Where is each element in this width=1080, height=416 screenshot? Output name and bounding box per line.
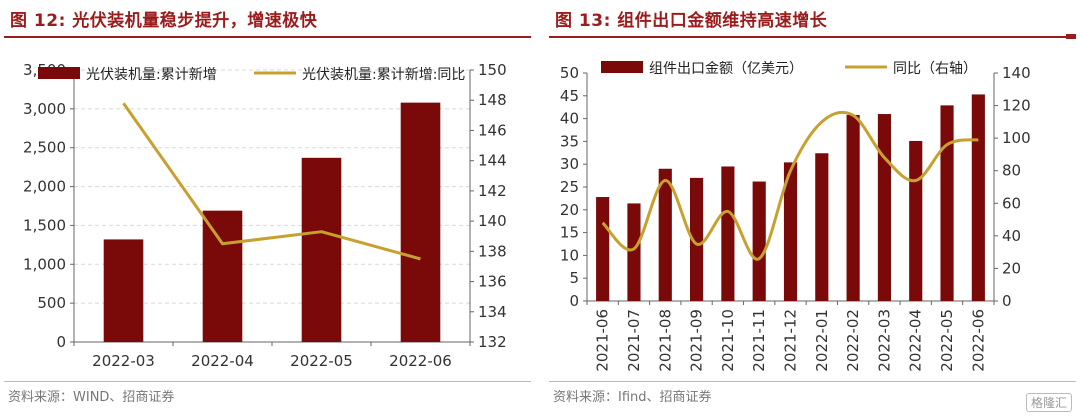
left-y2-tick-label: 140 — [478, 212, 507, 230]
right-x-tick-label: 2021-09 — [688, 309, 706, 372]
right-y-tick-label: 0 — [569, 292, 579, 310]
right-x-tick-label: 2022-03 — [875, 309, 893, 372]
left-x-tick-label: 2022-04 — [191, 352, 254, 370]
left-y2-tick-label: 148 — [478, 91, 507, 109]
left-bar — [202, 210, 243, 342]
right-x-tick-label: 2021-11 — [750, 309, 768, 372]
right-legend-line-label: 同比（右轴） — [893, 61, 977, 77]
right-y-tick-label: 40 — [560, 110, 579, 128]
right-x-tick-label: 2022-06 — [969, 309, 987, 372]
right-title-rule-end — [1066, 34, 1076, 39]
right-y2-tick-label: 40 — [1002, 227, 1021, 245]
right-bar — [721, 166, 735, 301]
left-y2-tick-label: 136 — [478, 273, 507, 291]
right-bar — [909, 140, 923, 301]
left-y2-tick-label: 150 — [478, 61, 507, 79]
left-bar — [301, 157, 342, 342]
left-y-tick-label: 2,000 — [23, 178, 66, 196]
right-x-tick-label: 2022-02 — [844, 309, 862, 372]
right-bar — [940, 105, 954, 301]
left-legend-bar-label: 光伏装机量:累计新增 — [86, 67, 217, 83]
left-y2-tick-label: 132 — [478, 333, 507, 351]
right-y-tick-label: 45 — [560, 87, 579, 105]
right-y-tick-label: 50 — [560, 64, 579, 82]
left-x-tick-label: 2022-05 — [290, 352, 353, 370]
right-chart-title: 图 13: 组件出口金额维持高速增长 — [555, 11, 828, 31]
left-y2-tick-label: 146 — [478, 121, 507, 139]
left-y2-tick-label: 142 — [478, 182, 507, 200]
right-y2-tick-label: 0 — [1002, 292, 1012, 310]
left-bar — [400, 102, 441, 342]
right-chart: 0 5 10 15 20 25 30 35 40 45 50 0 20 40 60 80 100 120 140 20… — [560, 61, 1031, 372]
right-x-tick-label: 2021-06 — [594, 309, 612, 372]
left-bottom-rule — [4, 381, 531, 382]
right-x-tick-label: 2022-04 — [907, 309, 925, 372]
left-y2-tick-label: 134 — [478, 303, 507, 321]
right-source-note: 资料来源：Ifind、招商证券 — [553, 390, 712, 405]
left-x-tick-label: 2022-06 — [389, 352, 452, 370]
right-x-tick-label: 2022-01 — [813, 309, 831, 372]
left-title-rule — [4, 36, 531, 38]
right-x-tick-label: 2021-07 — [625, 309, 643, 372]
left-chart-panel: 图 12: 光伏装机量稳步提升，增速极快 0 500 1,000 1,500 2,000… — [4, 0, 531, 416]
left-bar — [103, 239, 144, 342]
right-y2-tick-label: 140 — [1002, 64, 1031, 82]
left-legend-bar-swatch — [38, 67, 80, 79]
right-chart-panel: 图 13: 组件出口金额维持高速增长 0 5 10 15 20 25 30 35 40 45 50 0… — [549, 0, 1076, 416]
left-y2-tick-label: 144 — [478, 152, 507, 170]
right-y-tick-label: 20 — [560, 201, 579, 219]
right-bar — [971, 94, 985, 301]
right-bar — [658, 168, 672, 301]
left-y-tick-label: 1,500 — [23, 216, 66, 234]
right-y2-tick-label: 80 — [1002, 162, 1021, 180]
right-y2-tick-label: 120 — [1002, 97, 1031, 115]
right-y-tick-label: 25 — [560, 178, 579, 196]
left-y2-tick-label: 138 — [478, 242, 507, 260]
right-bottom-rule — [549, 381, 1076, 382]
left-chart: 05001,0001,5002,0002,5003,0003,500132134… — [23, 61, 507, 370]
right-y-tick-label: 30 — [560, 155, 579, 173]
right-bar — [815, 153, 829, 301]
right-x-tick-label: 2021-08 — [656, 309, 674, 372]
watermark-logo: 格隆汇 — [1025, 393, 1072, 412]
left-y-tick-label: 3,000 — [23, 100, 66, 118]
left-y-tick-label: 1,000 — [23, 255, 66, 273]
right-bar — [752, 181, 766, 301]
right-x-tick-label: 2022-05 — [938, 309, 956, 372]
right-y-tick-label: 35 — [560, 132, 579, 150]
right-y2-tick-label: 60 — [1002, 194, 1021, 212]
left-y-tick-label: 2,500 — [23, 139, 66, 157]
right-title-rule — [549, 36, 1076, 38]
right-bar — [596, 197, 610, 301]
left-legend-line-label: 光伏装机量:累计新增:同比 — [302, 67, 465, 83]
right-y-tick-label: 10 — [560, 246, 579, 264]
right-y-tick-label: 5 — [569, 269, 579, 287]
left-line-series — [122, 102, 421, 261]
left-y-tick-label: 0 — [56, 333, 66, 351]
right-line-series — [601, 110, 979, 261]
right-legend-bar-swatch — [601, 61, 643, 73]
right-bar — [846, 114, 860, 302]
right-bar — [877, 114, 891, 301]
right-x-tick-label: 2021-10 — [719, 309, 737, 372]
left-y-tick-label: 500 — [37, 294, 66, 312]
right-bar — [690, 177, 704, 301]
left-x-tick-label: 2022-03 — [92, 352, 155, 370]
left-source-note: 资料来源：WIND、招商证券 — [8, 390, 175, 405]
right-bar — [783, 162, 798, 301]
left-chart-title: 图 12: 光伏装机量稳步提升，增速极快 — [10, 11, 318, 31]
right-bar — [627, 203, 641, 301]
right-y-tick-label: 15 — [560, 224, 579, 242]
right-x-tick-label: 2021-12 — [782, 309, 800, 372]
right-y2-tick-label: 100 — [1002, 129, 1031, 147]
right-legend-bar-label: 组件出口金额（亿美元） — [649, 61, 803, 77]
right-y2-tick-label: 20 — [1002, 259, 1021, 277]
